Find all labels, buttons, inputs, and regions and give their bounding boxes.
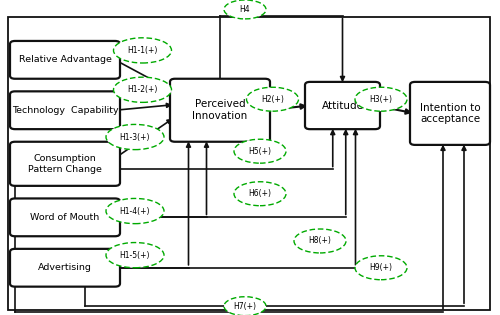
Text: H1-4(+): H1-4(+) bbox=[120, 207, 150, 215]
FancyBboxPatch shape bbox=[10, 198, 120, 236]
Text: Intention to
acceptance: Intention to acceptance bbox=[420, 103, 480, 124]
Text: H1-2(+): H1-2(+) bbox=[128, 85, 158, 94]
Ellipse shape bbox=[224, 297, 266, 315]
Text: H2(+): H2(+) bbox=[261, 95, 284, 104]
Text: Perceived
Innovation: Perceived Innovation bbox=[192, 100, 248, 121]
Text: Consumption
Pattern Change: Consumption Pattern Change bbox=[28, 154, 102, 174]
Ellipse shape bbox=[234, 139, 286, 163]
Text: H9(+): H9(+) bbox=[370, 263, 392, 272]
FancyBboxPatch shape bbox=[10, 142, 120, 186]
FancyBboxPatch shape bbox=[10, 249, 120, 287]
Text: Technology  Capability: Technology Capability bbox=[12, 106, 118, 115]
Ellipse shape bbox=[246, 87, 298, 111]
Ellipse shape bbox=[355, 87, 407, 111]
Text: Word of Mouth: Word of Mouth bbox=[30, 213, 100, 222]
Ellipse shape bbox=[106, 124, 164, 150]
Text: H1-5(+): H1-5(+) bbox=[120, 251, 150, 260]
FancyBboxPatch shape bbox=[410, 82, 490, 145]
Text: H5(+): H5(+) bbox=[248, 147, 272, 156]
Text: H4: H4 bbox=[240, 5, 250, 14]
Text: Attitude: Attitude bbox=[322, 100, 364, 111]
FancyBboxPatch shape bbox=[170, 79, 270, 142]
Text: H7(+): H7(+) bbox=[234, 302, 256, 311]
Ellipse shape bbox=[106, 198, 164, 224]
Text: H1-1(+): H1-1(+) bbox=[128, 46, 158, 55]
Text: H1-3(+): H1-3(+) bbox=[120, 133, 150, 141]
FancyBboxPatch shape bbox=[8, 17, 490, 310]
Ellipse shape bbox=[224, 0, 266, 19]
Text: H6(+): H6(+) bbox=[248, 189, 272, 198]
Ellipse shape bbox=[294, 229, 346, 253]
FancyBboxPatch shape bbox=[305, 82, 380, 129]
Ellipse shape bbox=[106, 243, 164, 268]
Ellipse shape bbox=[114, 38, 172, 63]
FancyBboxPatch shape bbox=[10, 91, 120, 129]
Text: Relative Advantage: Relative Advantage bbox=[18, 55, 112, 64]
Text: H8(+): H8(+) bbox=[308, 237, 332, 245]
Text: H3(+): H3(+) bbox=[370, 95, 392, 104]
Ellipse shape bbox=[114, 77, 172, 102]
Ellipse shape bbox=[234, 182, 286, 206]
FancyBboxPatch shape bbox=[10, 41, 120, 79]
Ellipse shape bbox=[355, 256, 407, 280]
Text: Advertising: Advertising bbox=[38, 263, 92, 272]
